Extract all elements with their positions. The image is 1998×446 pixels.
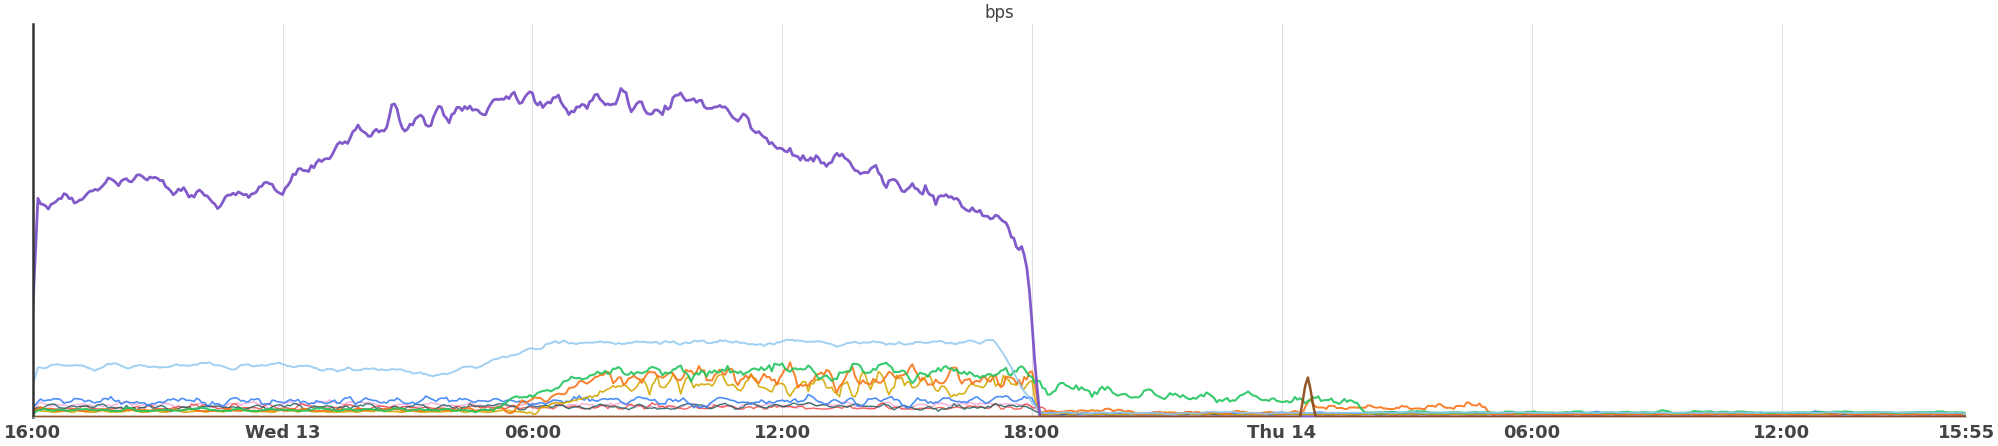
Title: bps: bps — [985, 4, 1013, 22]
